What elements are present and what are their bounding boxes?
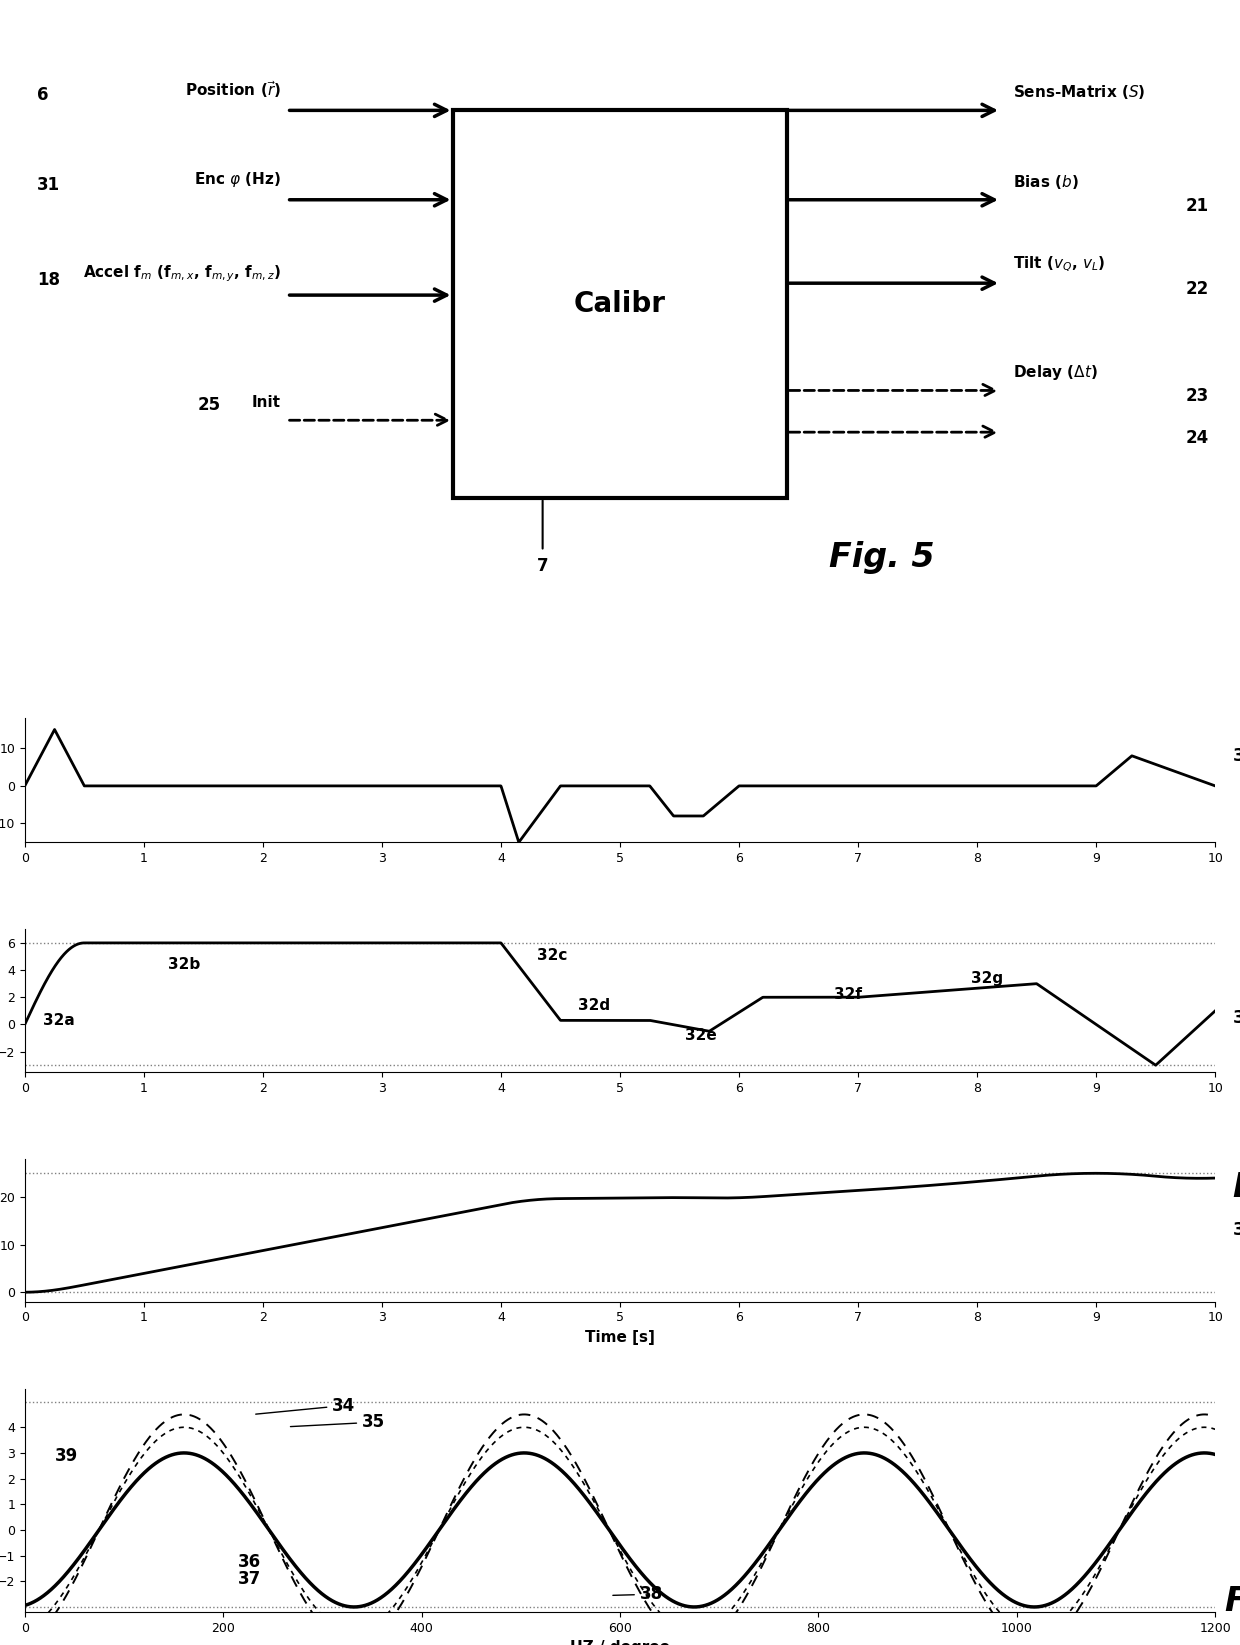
Text: 25: 25: [197, 396, 221, 415]
Text: Calibr: Calibr: [574, 290, 666, 317]
Text: 32d: 32d: [578, 999, 610, 1013]
Text: Delay ($\Delta t$): Delay ($\Delta t$): [1013, 362, 1097, 382]
Text: 6: 6: [37, 87, 48, 104]
Text: 32e: 32e: [686, 1028, 717, 1043]
Text: Sens-Matrix ($S$): Sens-Matrix ($S$): [1013, 84, 1146, 102]
X-axis label: HZ / degree: HZ / degree: [570, 1640, 670, 1645]
Text: 37: 37: [238, 1569, 262, 1587]
Text: Bias ($b$): Bias ($b$): [1013, 173, 1079, 191]
Text: 31: 31: [1233, 1221, 1240, 1239]
Text: 18: 18: [37, 271, 60, 290]
Text: 23: 23: [1185, 387, 1209, 405]
Text: Accel f$_{m}$ (f$_{m,x}$, f$_{m,y}$, f$_{m,z}$): Accel f$_{m}$ (f$_{m,x}$, f$_{m,y}$, f$_…: [83, 263, 280, 285]
Text: 38: 38: [613, 1586, 663, 1604]
Text: 21: 21: [1187, 197, 1209, 214]
Text: 7: 7: [537, 558, 548, 576]
Text: 39: 39: [55, 1446, 78, 1464]
Text: 24: 24: [1185, 429, 1209, 447]
Text: Fig. 5: Fig. 5: [830, 541, 935, 574]
Text: Init: Init: [252, 395, 280, 410]
Text: 32g: 32g: [971, 971, 1003, 985]
Text: 32c: 32c: [537, 948, 567, 962]
Text: 22: 22: [1185, 280, 1209, 298]
Text: Fig. 7: Fig. 7: [1225, 1586, 1240, 1619]
Text: Enc $\varphi$ (Hz): Enc $\varphi$ (Hz): [193, 169, 280, 189]
Text: 33: 33: [1233, 747, 1240, 765]
Text: 35: 35: [290, 1413, 386, 1431]
Text: 36: 36: [238, 1553, 262, 1571]
Text: 32b: 32b: [167, 957, 200, 972]
FancyBboxPatch shape: [454, 110, 786, 498]
Text: Tilt ($v_Q$, $v_L$): Tilt ($v_Q$, $v_L$): [1013, 255, 1105, 275]
Text: 32a: 32a: [42, 1013, 74, 1028]
Text: Fig. 6: Fig. 6: [1233, 1171, 1240, 1204]
Text: 32f: 32f: [835, 987, 862, 1002]
Text: 32: 32: [1233, 1008, 1240, 1026]
Text: 34: 34: [255, 1397, 356, 1415]
Text: Position ($\vec{r}$): Position ($\vec{r}$): [185, 79, 280, 100]
X-axis label: Time [s]: Time [s]: [585, 1331, 655, 1346]
Text: 31: 31: [37, 176, 60, 194]
